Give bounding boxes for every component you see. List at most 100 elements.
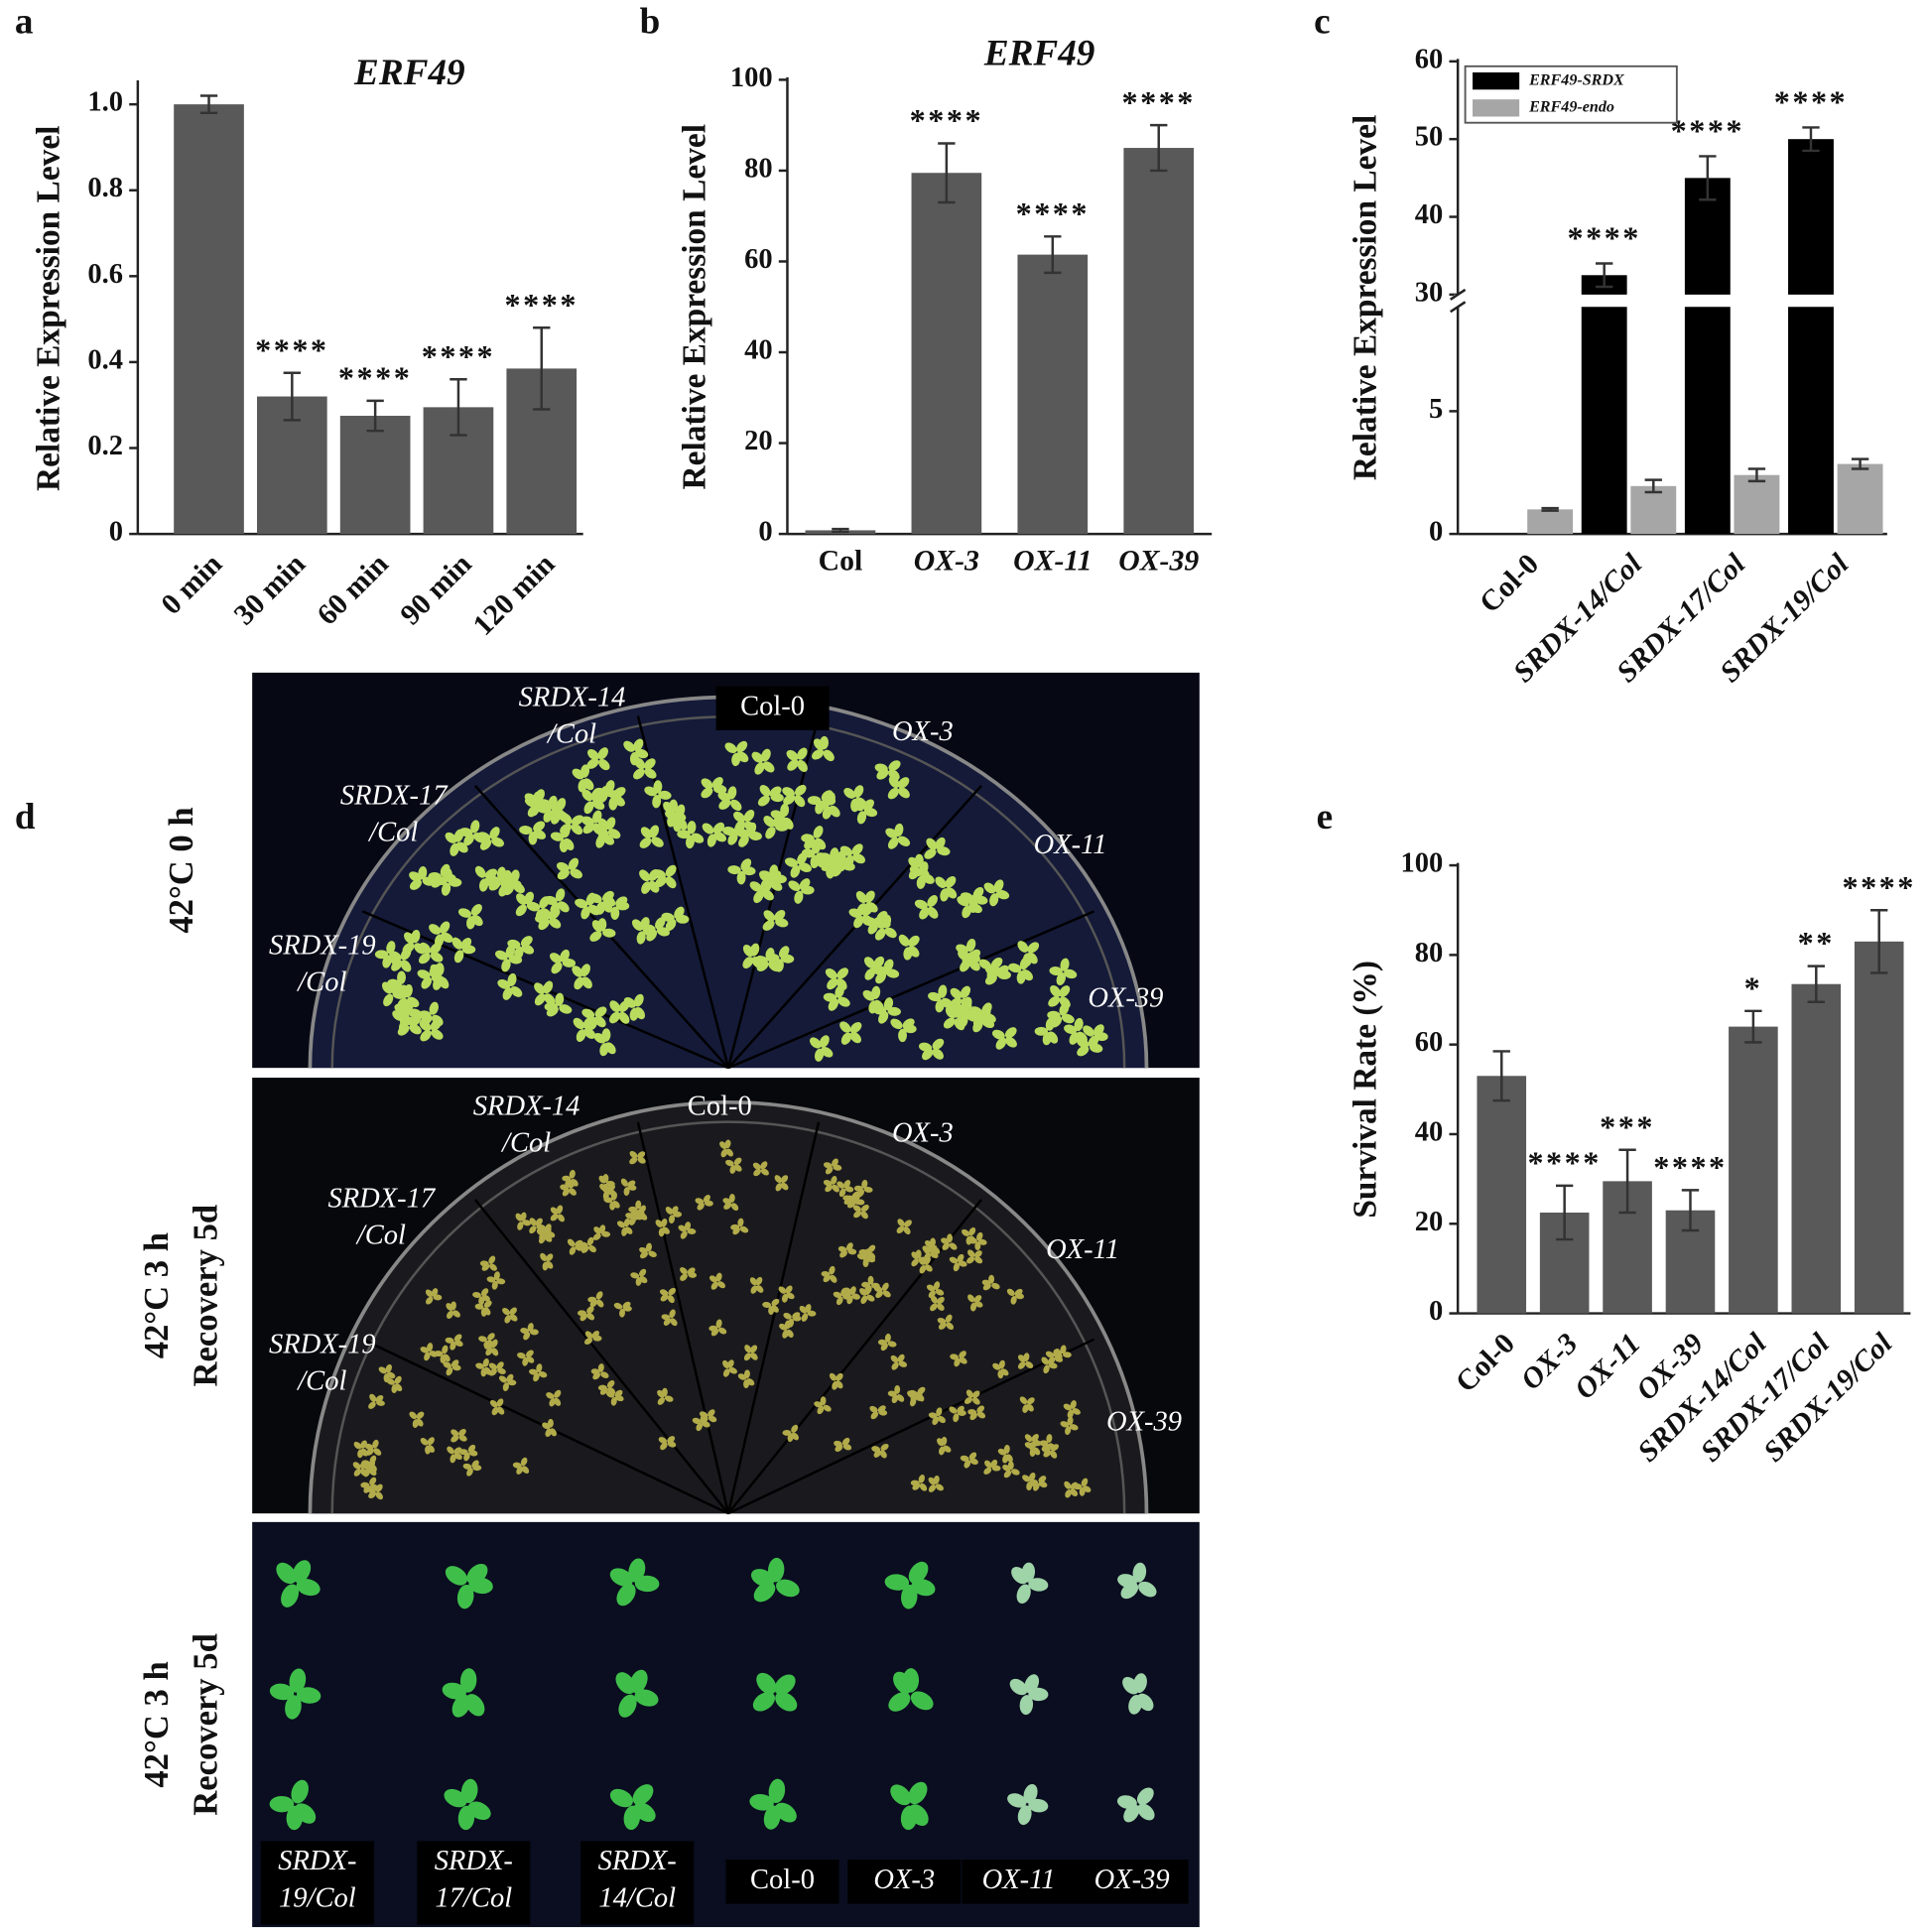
panel-letter: a bbox=[15, 1, 34, 42]
leaf bbox=[636, 931, 646, 945]
leaf bbox=[784, 1320, 791, 1330]
leaf bbox=[788, 880, 801, 891]
seedling bbox=[497, 869, 522, 897]
leaf bbox=[962, 905, 971, 919]
leaf bbox=[949, 1406, 958, 1414]
leaf bbox=[602, 1183, 609, 1193]
seedling bbox=[544, 992, 573, 1017]
seedling bbox=[816, 792, 840, 820]
photo-label: /Col bbox=[296, 967, 346, 998]
seedling bbox=[692, 1413, 710, 1432]
leaf bbox=[613, 1302, 623, 1310]
leaf bbox=[894, 823, 904, 837]
seedling bbox=[550, 949, 577, 974]
seedling bbox=[701, 777, 727, 799]
leaf bbox=[1003, 1444, 1010, 1454]
y-tick-label: 0.8 bbox=[87, 173, 123, 203]
leaf bbox=[736, 740, 748, 753]
leaf bbox=[496, 1278, 506, 1285]
leaf bbox=[502, 1307, 510, 1316]
seedling bbox=[512, 1457, 530, 1475]
seedling bbox=[409, 1411, 425, 1428]
leaf bbox=[797, 759, 808, 773]
leaf bbox=[600, 1371, 609, 1379]
leaf bbox=[829, 805, 840, 818]
seedling bbox=[361, 1455, 377, 1474]
seedling bbox=[1007, 1783, 1049, 1826]
seedling bbox=[489, 1398, 505, 1416]
leaf bbox=[629, 1007, 639, 1021]
seedling bbox=[550, 824, 575, 853]
leaf bbox=[426, 1296, 434, 1305]
leaf bbox=[383, 1373, 390, 1383]
leaf bbox=[486, 1276, 496, 1283]
leaf bbox=[1024, 1434, 1033, 1442]
leaf bbox=[836, 1372, 843, 1381]
leaf bbox=[1038, 1476, 1047, 1483]
panel-letter: d bbox=[15, 797, 36, 837]
leaf bbox=[783, 794, 796, 806]
leaf bbox=[548, 908, 561, 920]
leaf bbox=[285, 1695, 302, 1720]
leaf bbox=[674, 906, 685, 919]
leaf bbox=[919, 1482, 928, 1491]
leaf bbox=[391, 960, 403, 971]
leaf bbox=[514, 946, 524, 960]
leaf bbox=[1059, 985, 1071, 997]
seedling bbox=[652, 864, 677, 889]
leaf bbox=[399, 1012, 410, 1026]
leaf bbox=[450, 1301, 456, 1311]
seedling bbox=[425, 1288, 443, 1305]
seedling bbox=[609, 1784, 656, 1831]
seedling bbox=[783, 1312, 802, 1328]
seedling bbox=[890, 1353, 908, 1370]
leaf bbox=[849, 1022, 862, 1034]
leaf bbox=[935, 999, 945, 1013]
leaf bbox=[727, 865, 741, 875]
x-tick-label: 90 min bbox=[395, 548, 478, 631]
leaf bbox=[832, 1158, 838, 1167]
seedling bbox=[1083, 1024, 1108, 1050]
leaf bbox=[924, 1264, 933, 1272]
leaf bbox=[1019, 957, 1030, 970]
leaf bbox=[914, 899, 928, 910]
leaf bbox=[568, 1180, 576, 1189]
seedling bbox=[572, 764, 594, 793]
leaf bbox=[510, 985, 523, 997]
seedling bbox=[762, 909, 789, 931]
leaf bbox=[664, 1395, 674, 1402]
leaf bbox=[429, 1351, 439, 1357]
leaf bbox=[466, 916, 476, 930]
seedling bbox=[749, 1778, 797, 1830]
seedling bbox=[782, 784, 807, 808]
leaf bbox=[862, 917, 877, 927]
seedling bbox=[851, 799, 878, 825]
leaf bbox=[966, 1256, 975, 1264]
leaf bbox=[450, 1341, 456, 1351]
y-tick-label: 0 bbox=[1429, 1296, 1443, 1327]
leaf bbox=[823, 1404, 832, 1412]
leaf bbox=[817, 1405, 825, 1415]
seedling bbox=[779, 1320, 794, 1339]
leaf bbox=[1019, 1396, 1028, 1405]
leaf bbox=[947, 1233, 954, 1243]
photo-label: SRDX- bbox=[278, 1846, 356, 1876]
leaf bbox=[1002, 1454, 1009, 1464]
leaf bbox=[618, 1011, 630, 1024]
leaf bbox=[479, 1260, 489, 1267]
leaf bbox=[680, 1267, 688, 1275]
seedling bbox=[1047, 1002, 1075, 1028]
photo-side-label: 42°C 0 h bbox=[163, 807, 200, 933]
leaf bbox=[616, 1583, 636, 1607]
leaf bbox=[993, 879, 1004, 893]
seedling bbox=[750, 1557, 800, 1603]
leaf bbox=[715, 1272, 722, 1282]
leaf bbox=[743, 1352, 752, 1361]
leaf bbox=[529, 1368, 538, 1375]
leaf bbox=[960, 1455, 969, 1462]
leaf bbox=[504, 1315, 511, 1324]
leaf bbox=[480, 1288, 489, 1297]
seedling bbox=[943, 1004, 965, 1031]
leaf bbox=[466, 1468, 473, 1477]
leaf bbox=[652, 869, 666, 879]
